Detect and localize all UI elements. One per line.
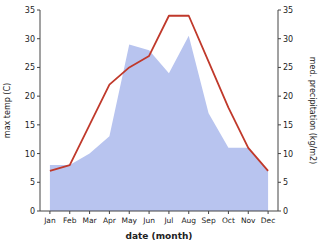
y-tick [37, 10, 40, 11]
x-tick [89, 211, 90, 214]
y2-tick-label: 30 [283, 35, 293, 44]
y2-tick-label: 15 [283, 121, 293, 130]
y2-tick [278, 67, 281, 68]
y-tick [37, 182, 40, 183]
y-tick-label: 15 [25, 121, 35, 130]
y2-tick-label: 0 [283, 207, 288, 216]
y-tick-label: 20 [25, 92, 35, 101]
x-tick [149, 211, 150, 214]
line [50, 16, 268, 171]
x-tick [248, 211, 249, 214]
y-tick-label: 0 [30, 207, 35, 216]
y2-tick-label: 35 [283, 6, 293, 15]
x-tick-label: Mar [83, 216, 98, 225]
x-tick-label: Feb [63, 216, 77, 225]
x-tick [208, 211, 209, 214]
x-axis-line [40, 211, 278, 212]
y2-tick [278, 182, 281, 183]
y-tick [37, 38, 40, 39]
x-tick-label: Dec [261, 216, 276, 225]
y-axis-line [40, 10, 41, 211]
y-axis-label: max temp (C) [3, 83, 12, 138]
x-tick [109, 211, 110, 214]
x-tick-label: Apr [103, 216, 117, 225]
y-tick [37, 96, 40, 97]
y-tick-label: 25 [25, 63, 35, 72]
plot-area [50, 16, 268, 211]
x-tick [129, 211, 130, 214]
y2-tick-label: 10 [283, 150, 293, 159]
y2-tick [278, 38, 281, 39]
x-tick-label: Jul [163, 216, 173, 225]
x-tick [228, 211, 229, 214]
x-tick-label: Aug [181, 216, 196, 225]
y2-tick-label: 20 [283, 92, 293, 101]
x-tick-label: Jan [43, 216, 56, 225]
y2-tick [278, 153, 281, 154]
y-tick-label: 10 [25, 150, 35, 159]
y2-tick-label: 25 [283, 63, 293, 72]
y-tick-label: 35 [25, 6, 35, 15]
chart: Jan Feb Mar Apr May Jun Jul Aug Sep Oct Nov Dec 0 5 10… [0, 0, 318, 247]
x-tick-label: Sep [202, 216, 216, 225]
x-tick-label: Oct [222, 216, 235, 225]
y-tick-label: 5 [30, 178, 35, 187]
x-tick [268, 211, 269, 214]
y2-tick [278, 211, 281, 212]
x-tick-label: Nov [241, 216, 256, 225]
y2-axis-line [278, 10, 279, 211]
y2-tick [278, 10, 281, 11]
y-tick [37, 67, 40, 68]
x-tick [69, 211, 70, 214]
y-tick [37, 211, 40, 212]
x-axis-label: date (month) [126, 231, 193, 241]
y2-tick [278, 96, 281, 97]
y2-tick-label: 5 [283, 178, 288, 187]
y-tick-label: 30 [25, 35, 35, 44]
x-tick [168, 211, 169, 214]
y-tick [37, 124, 40, 125]
x-tick [188, 211, 189, 214]
y-tick [37, 153, 40, 154]
x-tick [49, 211, 50, 214]
x-tick-label: Jun [142, 216, 155, 225]
y2-tick [278, 124, 281, 125]
x-tick-label: May [121, 216, 137, 225]
y2-axis-label: med. precipitation (kg/m2) [308, 57, 317, 164]
